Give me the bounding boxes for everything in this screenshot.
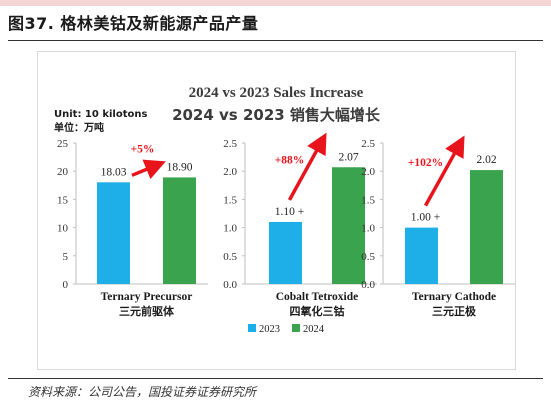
y-tick-label: 1.0: [223, 223, 237, 235]
chart-title: 2024 vs 2023 Sales Increase: [189, 85, 364, 101]
category-label: Ternary Precursor: [101, 291, 193, 303]
y-tick-label: 2.0: [361, 166, 375, 178]
legend-swatch: [248, 324, 256, 332]
bar-2023: [97, 182, 130, 284]
category-label-cn: 三元前驱体: [119, 304, 175, 318]
bar-2024: [163, 177, 196, 284]
title-divider: [8, 40, 543, 41]
category-label: Cobalt Tetroxide: [276, 291, 359, 303]
bar-2023: [405, 227, 438, 284]
y-tick-label: 1.5: [223, 194, 237, 206]
y-tick-label: 1.5: [361, 194, 375, 206]
data-label: 1.00 +: [411, 212, 441, 224]
y-tick-label: 2.5: [223, 138, 237, 150]
y-tick-label: 5: [63, 251, 69, 263]
bar-2023: [269, 221, 302, 284]
legend-label: 2023: [259, 324, 280, 335]
y-tick-label: 0: [63, 279, 69, 291]
y-tick-label: 0.0: [361, 279, 375, 291]
y-tick-label: 0.0: [223, 279, 237, 291]
figure-title: 图37. 格林美钴及新能源产品产量: [8, 14, 259, 33]
y-tick-label: 10: [57, 223, 69, 235]
category-label-cn: 三元正极: [432, 304, 477, 318]
growth-arrow: [287, 132, 327, 201]
category-label-cn: 四氧化三钴: [290, 304, 345, 318]
legend: 2023 2024: [248, 324, 325, 335]
y-tick-label: 1.0: [361, 223, 375, 235]
growth-arrow: [131, 159, 166, 180]
growth-label: +102%: [408, 157, 443, 169]
bar-2024: [332, 167, 365, 284]
data-label: 2.02: [476, 154, 496, 166]
y-tick-label: 25: [57, 138, 69, 150]
panel-2: 0.0 0.5 1.0 1.5 2.0 2.5 1.10 + 2.07 +88% Cobalt T…: [223, 132, 377, 318]
growth-label: +5%: [131, 143, 155, 155]
panel-3: 0.0 0.5 1.0 1.5 2.0 2.5 1.00 + 2.02 +102% Ternary…: [361, 135, 515, 318]
bar-2024: [470, 170, 503, 284]
data-label: 2.07: [338, 151, 358, 163]
y-tick-label: 0.5: [223, 251, 237, 263]
unit-label-en: Unit: 10 kilotons: [54, 109, 147, 120]
y-tick-label: 15: [57, 194, 69, 206]
legend-label: 2024: [303, 324, 325, 335]
growth-label: +88%: [275, 154, 305, 166]
y-tick-label: 0.5: [361, 251, 375, 263]
category-label: Ternary Cathode: [412, 291, 496, 303]
unit-label-cn: 单位：万吨: [54, 121, 104, 134]
source-divider: [8, 378, 543, 379]
y-tick-label: 2.5: [361, 138, 375, 150]
legend-item-2024: 2024: [292, 324, 325, 335]
top-accent-bar: [0, 0, 551, 6]
y-tick-label: 2.0: [223, 166, 237, 178]
legend-swatch: [292, 324, 300, 332]
source-note: 资料来源：公司公告，国投证券证券研究所: [28, 385, 257, 399]
data-label: 1.10 +: [275, 206, 305, 218]
data-label: 18.90: [167, 161, 193, 173]
data-label: 18.03: [101, 166, 127, 178]
chart-subtitle: 2024 vs 2023 销售大幅增长: [172, 106, 381, 124]
growth-arrow: [423, 135, 465, 207]
legend-item-2023: 2023: [248, 324, 280, 335]
y-tick-label: 20: [57, 166, 69, 178]
